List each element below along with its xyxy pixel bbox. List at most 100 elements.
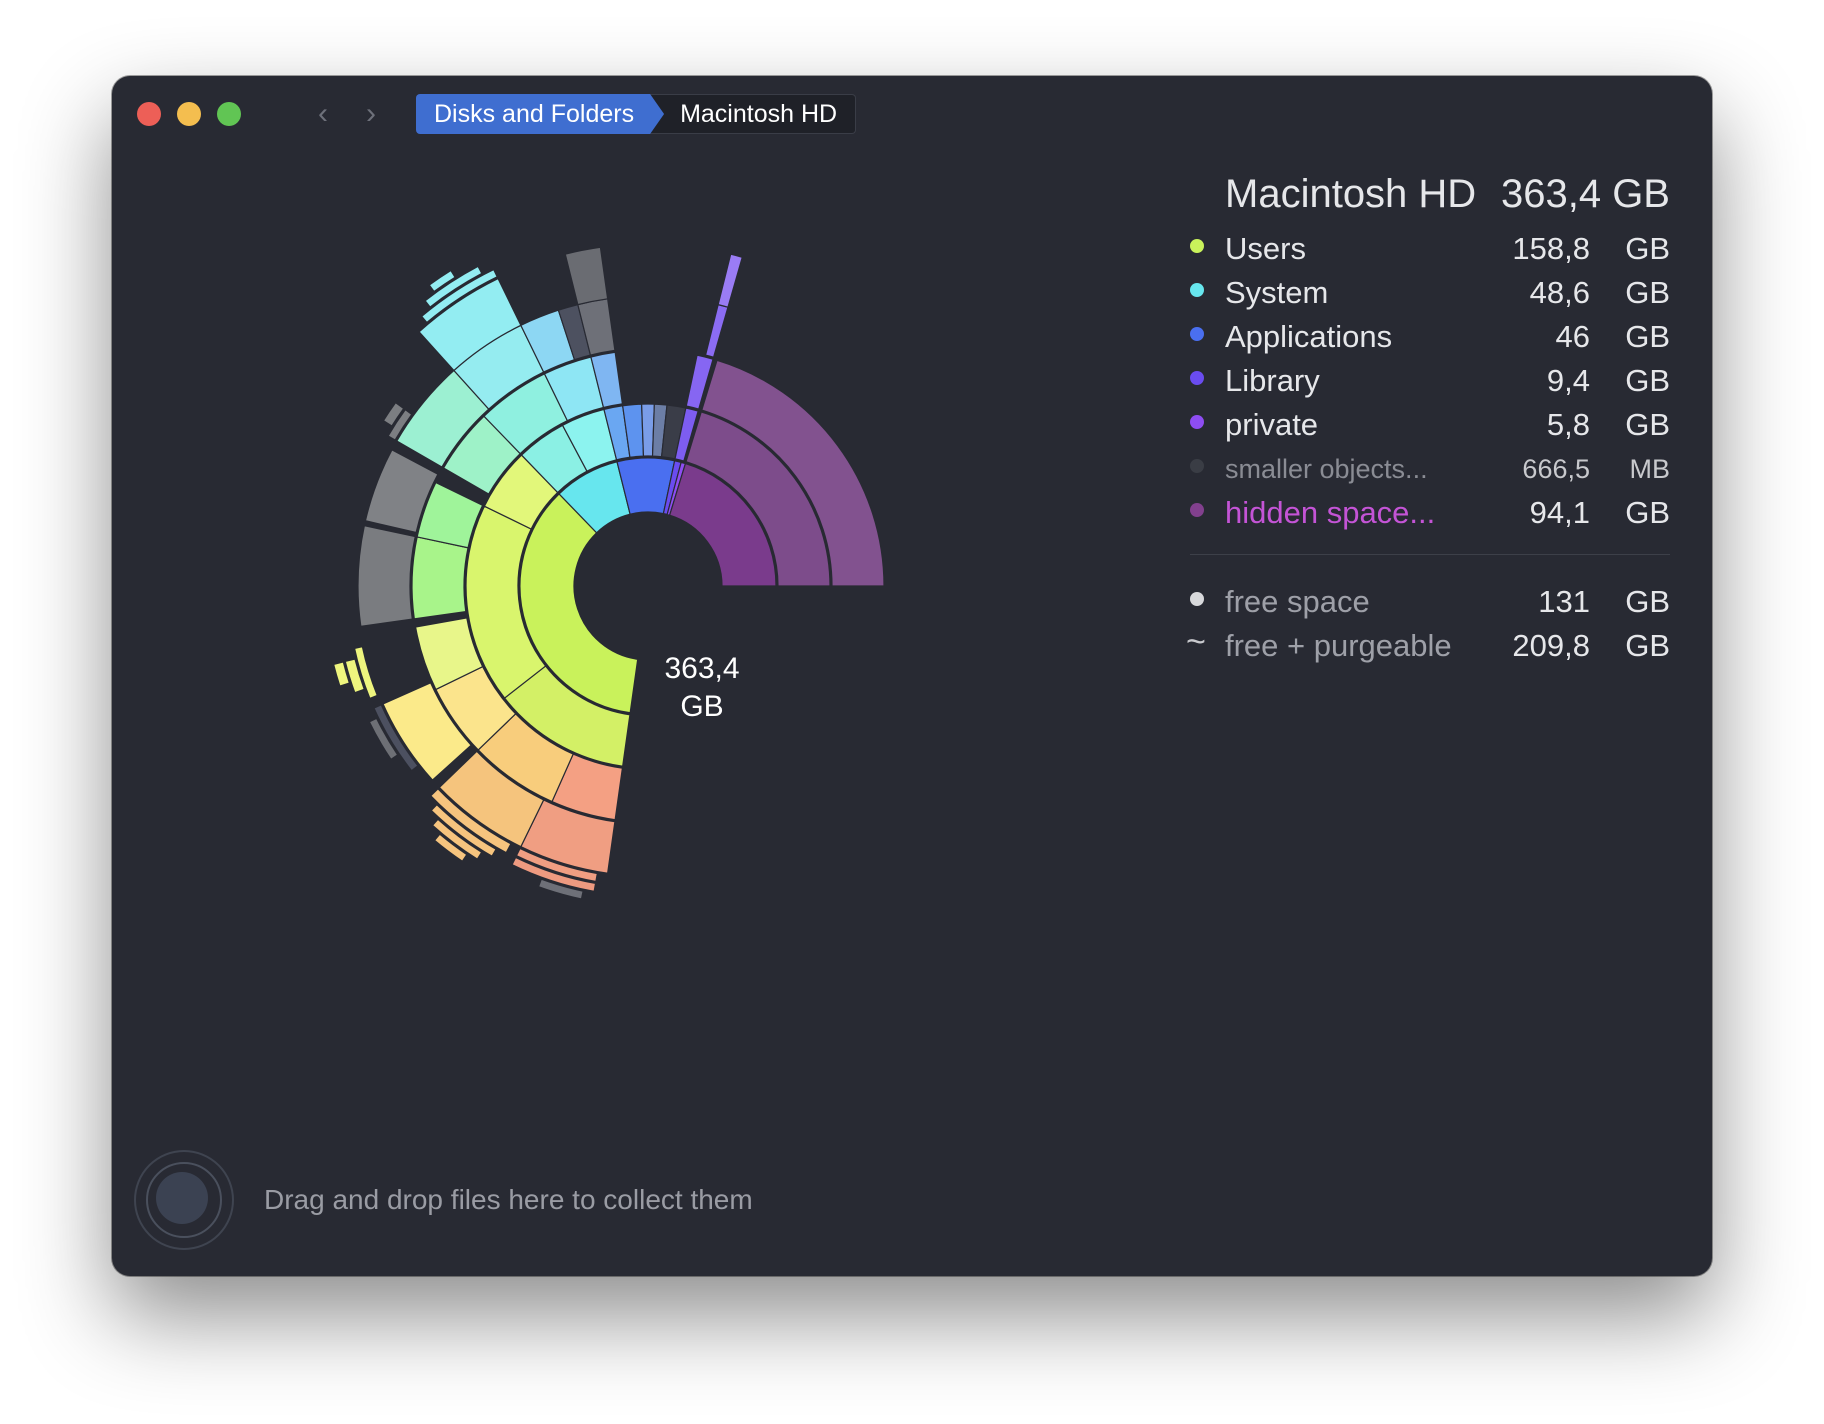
color-dot-icon <box>1190 239 1204 253</box>
item-label: Users <box>1225 231 1306 266</box>
item-unit: GB <box>1625 628 1670 663</box>
item-size: 46 <box>1555 319 1590 354</box>
segment-users[interactable] <box>519 493 639 714</box>
segment-deep[interactable] <box>418 277 522 372</box>
item-unit: GB <box>1625 407 1670 442</box>
center-value: 363,4 <box>664 652 740 685</box>
segment-deep[interactable] <box>704 303 729 358</box>
divider <box>1190 554 1670 555</box>
segment-hidden-space[interactable] <box>668 462 777 587</box>
item-unit: GB <box>1625 319 1670 354</box>
segment-library-grandchild[interactable] <box>685 354 714 410</box>
list-item[interactable]: Applications 46 GB <box>1190 312 1670 356</box>
sunburst-center-label[interactable]: 363,4 GB <box>642 650 762 726</box>
list-item[interactable]: Users 158,8 GB <box>1190 224 1670 268</box>
segment-deep[interactable] <box>382 682 472 781</box>
list-item[interactable]: System 48,6 GB <box>1190 268 1670 312</box>
item-size: 131 <box>1538 584 1590 619</box>
chevron-left-icon[interactable]: ‹ <box>318 97 328 130</box>
segment-deep[interactable] <box>357 524 416 628</box>
sunburst-sliver[interactable] <box>387 408 413 441</box>
list-item[interactable]: smaller objects... 666,5 MB <box>1190 444 1670 488</box>
breadcrumb-macintosh-hd[interactable]: Macintosh HD <box>650 94 857 134</box>
segment-deep[interactable] <box>364 449 439 534</box>
sunburst-sliver[interactable] <box>420 268 499 324</box>
panel-title: Macintosh HD 363,4 GB <box>1190 164 1670 224</box>
sunburst-sliver[interactable] <box>428 269 456 293</box>
color-dot-icon <box>1190 592 1204 606</box>
disk-name: Macintosh HD <box>1225 172 1477 216</box>
item-unit: GB <box>1625 231 1670 266</box>
segment-library-child[interactable] <box>674 407 699 462</box>
item-unit: MB <box>1629 454 1671 484</box>
sunburst-sliver[interactable] <box>515 847 598 883</box>
color-dot-icon <box>1190 327 1204 341</box>
segment-deep[interactable] <box>438 750 545 848</box>
list-item[interactable]: free space 131 GB <box>1190 577 1670 621</box>
item-label: free space <box>1225 584 1370 619</box>
item-label: hidden space... <box>1225 495 1436 530</box>
sunburst-sliver[interactable] <box>344 658 365 694</box>
item-list: Users 158,8 GB System 48,6 GB Applications 46 GB… <box>1190 224 1670 532</box>
sunburst-sliver[interactable] <box>373 703 419 772</box>
sunburst-sliver[interactable] <box>368 717 399 761</box>
segment-deep[interactable] <box>564 246 609 306</box>
chevron-right-icon[interactable]: › <box>366 97 376 130</box>
drop-target-icon[interactable] <box>134 1150 234 1250</box>
center-unit: GB <box>680 690 724 723</box>
segment-users-grandchild[interactable] <box>416 481 484 549</box>
item-size: 5,8 <box>1546 407 1590 442</box>
item-size: 209,8 <box>1512 628 1590 663</box>
item-label: smaller objects... <box>1225 454 1428 484</box>
item-label: private <box>1225 407 1319 442</box>
disk-total-size: 363,4 GB <box>1500 172 1670 216</box>
item-label: free + purgeable <box>1225 628 1452 663</box>
item-label: Library <box>1225 363 1320 398</box>
color-dot-icon <box>1190 503 1204 517</box>
sunburst-sliver[interactable] <box>429 787 512 854</box>
sunburst-sliver[interactable] <box>511 856 597 892</box>
drop-zone-hint: Drag and drop files here to collect them <box>264 1184 753 1215</box>
segment-deep[interactable] <box>717 253 744 308</box>
close-window-button[interactable] <box>137 102 161 126</box>
sunburst-sliver[interactable] <box>431 818 483 860</box>
item-size: 48,6 <box>1529 275 1590 310</box>
item-size: 158,8 <box>1512 231 1590 266</box>
item-size: 666,5 <box>1522 454 1590 484</box>
item-unit: GB <box>1625 275 1670 310</box>
item-size: 9,4 <box>1546 363 1590 398</box>
item-unit: GB <box>1625 584 1670 619</box>
app-window: ‹ › Disks and Folders Macintosh HD 363,4… <box>112 76 1712 1276</box>
sunburst-sliver[interactable] <box>537 878 584 900</box>
color-dot-icon <box>1190 459 1204 473</box>
item-unit: GB <box>1625 495 1670 530</box>
segment-users-grandchild[interactable] <box>414 617 484 691</box>
sunburst-sliver[interactable] <box>332 661 351 687</box>
sunburst-chart[interactable] <box>112 76 1112 1076</box>
breadcrumb-disks-and-folders[interactable]: Disks and Folders <box>416 94 664 134</box>
segment-apps-grandchild[interactable] <box>590 351 624 409</box>
item-size: 94,1 <box>1529 495 1590 530</box>
breadcrumb: Disks and Folders Macintosh HD <box>416 94 857 134</box>
list-item[interactable]: private 5,8 GB <box>1190 400 1670 444</box>
sunburst-sliver[interactable] <box>353 645 379 700</box>
tilde-icon: ~ <box>1186 623 1206 661</box>
segment-hidden-child[interactable] <box>685 411 831 587</box>
segment-users-grandchild[interactable] <box>411 536 469 620</box>
color-dot-icon <box>1190 415 1204 429</box>
segment-hidden-grandchild[interactable] <box>701 359 885 587</box>
item-label: Applications <box>1225 319 1393 354</box>
item-unit: GB <box>1625 363 1670 398</box>
sunburst-sliver[interactable] <box>424 265 483 308</box>
minimize-window-button[interactable] <box>177 102 201 126</box>
list-item[interactable]: hidden space... 94,1 GB <box>1190 488 1670 532</box>
list-item[interactable]: Library 9,4 GB <box>1190 356 1670 400</box>
list-item[interactable]: ~ free + purgeable 209,8 GB <box>1186 621 1670 665</box>
sunburst-sliver[interactable] <box>433 833 468 863</box>
color-dot-icon <box>1190 283 1204 297</box>
free-space-list: free space 131 GB ~ free + purgeable 209,8 GB <box>1186 577 1670 665</box>
color-dot-icon <box>1190 371 1204 385</box>
sunburst-sliver[interactable] <box>382 401 405 427</box>
zoom-window-button[interactable] <box>217 102 241 126</box>
sunburst-sliver[interactable] <box>430 803 497 858</box>
